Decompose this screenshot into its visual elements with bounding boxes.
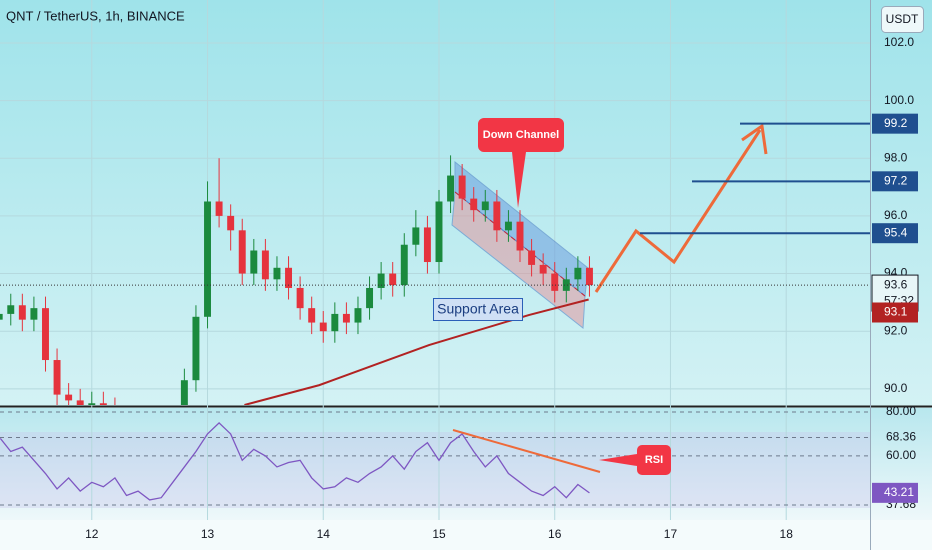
candle-body (366, 287, 374, 309)
rsi-band (0, 432, 870, 508)
moving-average (244, 298, 589, 405)
candle-body (331, 313, 339, 332)
y-tick-label: 92.0 (884, 323, 908, 337)
candle-body (204, 201, 211, 317)
candle-body (296, 287, 304, 309)
rsi-badge (872, 482, 918, 503)
candle-body (76, 400, 84, 405)
candle-body (447, 175, 455, 202)
rsi-tick-label: 80.00 (886, 404, 916, 418)
chart-title: QNT / TetherUS, 1h, BINANCE (6, 8, 185, 23)
projection-arrow (594, 129, 762, 293)
candle-body (504, 221, 512, 231)
candle-body (30, 308, 38, 320)
currency: USDT (886, 12, 919, 26)
candle-body (0, 313, 3, 320)
level-label: 95.4 (884, 225, 908, 239)
candle-body (493, 201, 501, 231)
candle-body (180, 380, 188, 405)
candle-body (238, 230, 246, 274)
level-badge (872, 171, 918, 192)
annotation: Support Area (437, 301, 519, 317)
level-badge (872, 113, 918, 134)
candle-body (319, 322, 327, 332)
candle-body (261, 250, 269, 280)
candle-body (227, 215, 235, 231)
candle-body (53, 360, 61, 395)
candle-body (539, 264, 547, 274)
candle-body (389, 273, 397, 286)
x-tick-label: 13 (201, 527, 215, 541)
y-tick-label: 100.0 (884, 93, 914, 107)
rsi-value: 43.21 (884, 485, 914, 499)
candle-body (42, 308, 49, 361)
level-label: 97.2 (884, 173, 908, 187)
candle-body (470, 198, 478, 211)
rsi-callout (599, 445, 671, 475)
level-badge (872, 223, 918, 244)
rsi-line (0, 422, 590, 501)
candle-body (423, 227, 431, 263)
down-channel-callout (478, 118, 564, 208)
rsi-tick-label: 60.00 (886, 448, 916, 462)
candle-body (412, 227, 420, 245)
ma-badge (872, 302, 918, 323)
y-tick-label: 96.0 (884, 208, 908, 222)
ma-label: 93.1 (884, 305, 908, 319)
candle-body (342, 313, 350, 323)
candle-body (400, 244, 408, 286)
candle-body (65, 394, 73, 401)
x-tick-label: 12 (85, 527, 99, 541)
candle-body (551, 273, 559, 291)
rsi-background (0, 408, 932, 520)
candle-body (215, 201, 223, 216)
candle-body (585, 267, 593, 286)
candle-body (88, 403, 96, 405)
candle-body (377, 273, 385, 288)
candle-body (18, 305, 26, 320)
x-tick-label: 17 (664, 527, 678, 541)
price-label: 93.6 (884, 277, 908, 291)
currency-box[interactable] (881, 6, 924, 33)
candle-body (354, 308, 362, 323)
rsi-tick-label: 68.36 (886, 430, 916, 444)
candle-body (273, 267, 281, 280)
candle-body (528, 250, 536, 265)
candle-body (308, 308, 316, 323)
level-label: 99.2 (884, 116, 908, 130)
candle-body (481, 201, 489, 211)
candle-body (562, 279, 570, 291)
y-tick-label: 102.0 (884, 35, 914, 49)
candle-body (435, 201, 443, 263)
time-axis-bg (0, 520, 932, 550)
arrow-head (741, 123, 768, 155)
candle-body (285, 267, 293, 288)
candle-body (250, 250, 258, 274)
annotation: RSI (645, 454, 663, 466)
candle-body (574, 267, 582, 280)
support-box (433, 298, 523, 321)
annotation: Down Channel (483, 129, 559, 141)
candle-body (458, 175, 466, 199)
rsi-divergence (452, 429, 601, 473)
candle-body (99, 403, 107, 405)
y-tick-label: 90.0 (884, 381, 908, 395)
candle-body (516, 221, 524, 251)
y-tick-label: 98.0 (884, 150, 908, 164)
x-tick-label: 18 (780, 527, 794, 541)
x-tick-label: 14 (317, 527, 331, 541)
x-tick-label: 15 (432, 527, 446, 541)
x-tick-label: 16 (548, 527, 562, 541)
candle-body (7, 305, 15, 314)
candle-body (192, 316, 200, 381)
